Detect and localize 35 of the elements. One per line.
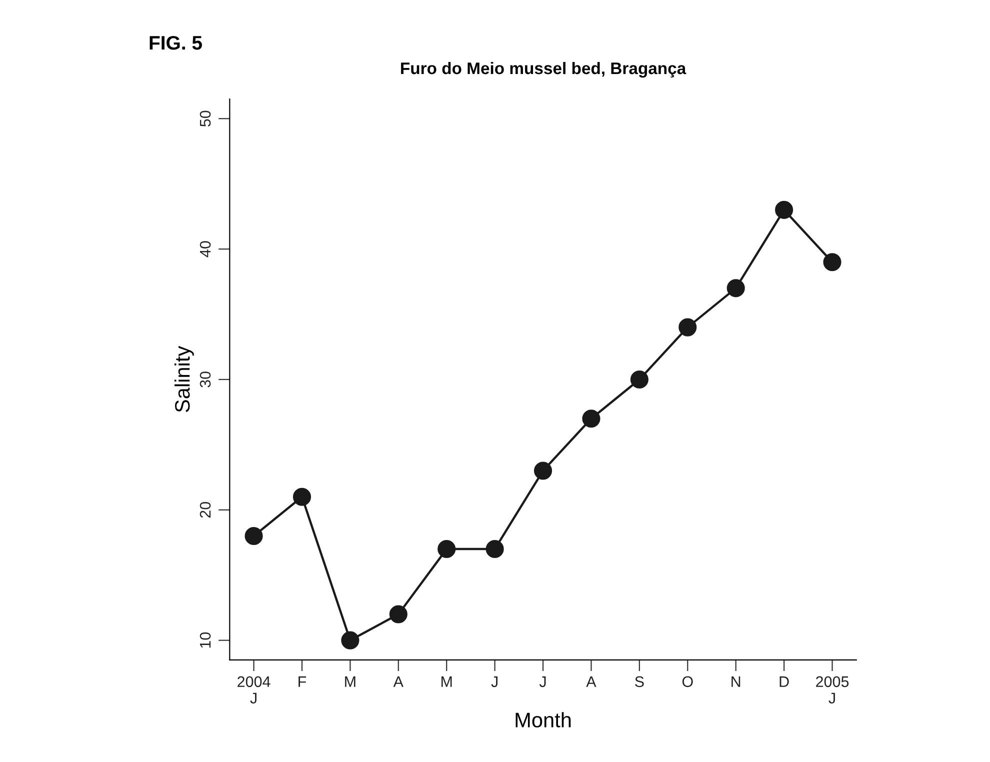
point <box>823 253 842 272</box>
x-tick-label: S <box>635 676 644 688</box>
x-tick-label: O <box>682 676 693 688</box>
point <box>582 410 600 428</box>
y-tick-label: 10 <box>200 632 211 648</box>
x-tick-label: D <box>780 676 789 687</box>
x-tick-label: 2005 J <box>816 676 849 704</box>
x-tick-label: A <box>586 676 596 687</box>
x-tick-label: F <box>298 676 306 687</box>
y-tick-label: 20 <box>200 502 211 518</box>
point <box>341 631 360 650</box>
x-tick-label: M <box>441 676 452 687</box>
point <box>486 540 504 558</box>
point <box>726 279 745 298</box>
x-tick-label: 2004 J <box>238 676 270 704</box>
caption: FIG. 5 <box>150 36 202 50</box>
point <box>534 462 552 480</box>
x-tick-label: M <box>345 676 356 687</box>
point <box>389 605 408 624</box>
point <box>292 488 312 506</box>
point <box>630 370 648 389</box>
y-tick-label: 40 <box>200 241 211 258</box>
y-tick-label: 50 <box>200 110 211 127</box>
point <box>244 526 263 546</box>
x-tick-label: N <box>732 676 740 687</box>
point <box>775 200 794 219</box>
x-axis-title: Month <box>516 712 571 728</box>
x-tick-label: J <box>491 676 498 688</box>
x-tick-label: A <box>393 676 404 687</box>
chart-title: Furo do Meio mussel bed, Bragança <box>401 62 686 78</box>
point <box>438 540 456 558</box>
y-axis-title: Salinity <box>174 346 194 412</box>
x-tick-label: J <box>539 676 546 688</box>
point <box>678 318 697 336</box>
y-tick-label: 30 <box>200 372 211 388</box>
